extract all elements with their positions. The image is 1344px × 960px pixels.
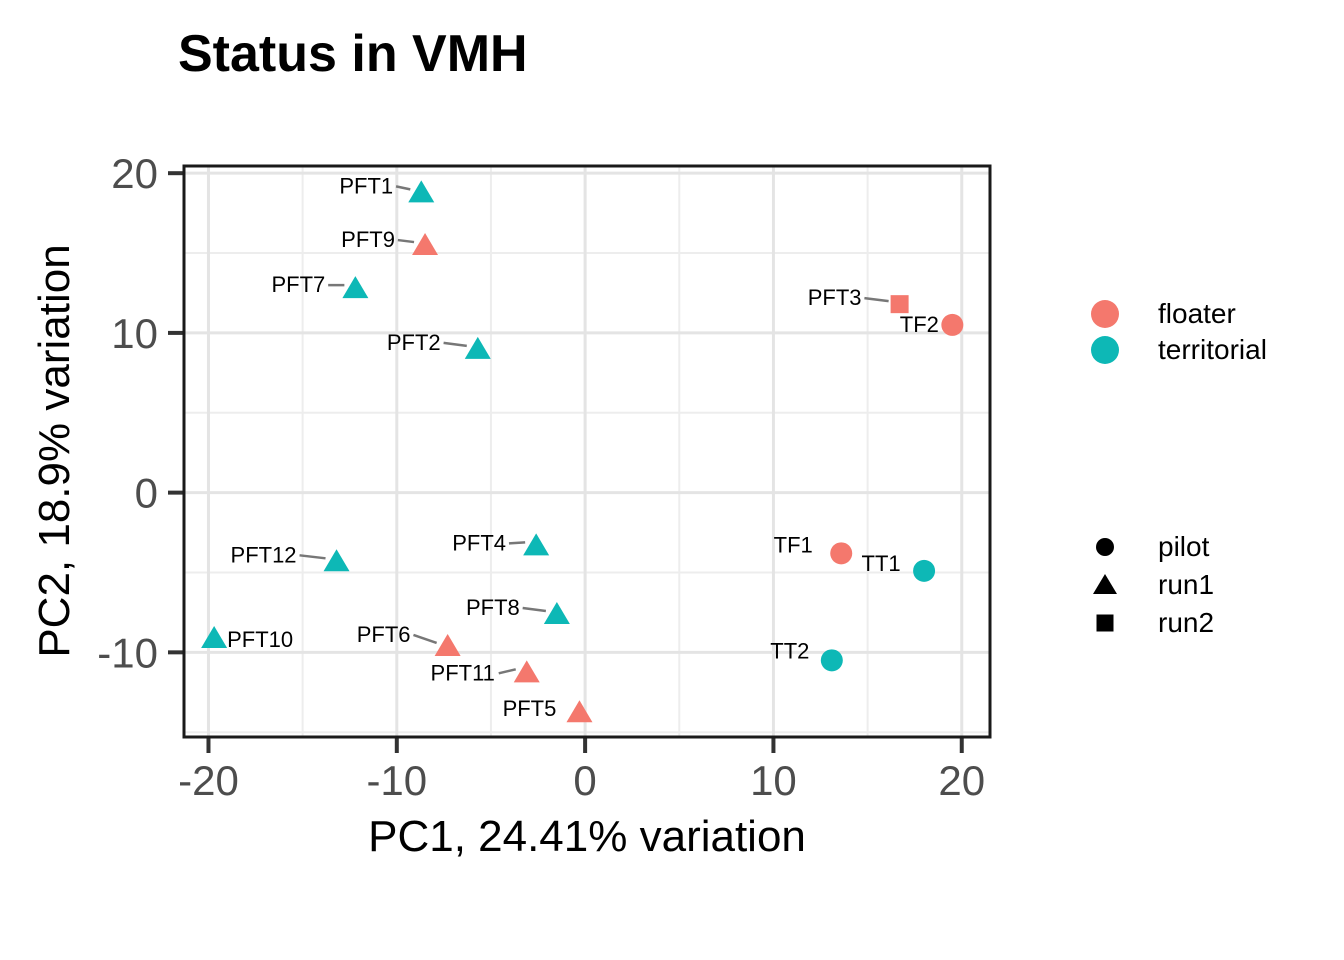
circle-swatch-icon bbox=[1091, 300, 1119, 328]
data-point-TF1 bbox=[830, 542, 853, 565]
point-label-PFT8: PFT8 bbox=[466, 595, 520, 620]
data-point-TT2 bbox=[820, 649, 843, 672]
label-leader-line bbox=[443, 341, 467, 348]
y-axis-title-text: PC2, 18.9% variation bbox=[30, 244, 79, 658]
color-legend-label: floater bbox=[1158, 298, 1236, 329]
label-leader-line bbox=[413, 633, 438, 645]
data-point-PFT5 bbox=[566, 700, 593, 723]
color-legend-label: territorial bbox=[1158, 334, 1267, 365]
label-leader-line bbox=[864, 296, 889, 303]
shape-legend-label: run2 bbox=[1158, 607, 1215, 638]
shape-legend-swatch bbox=[1091, 533, 1119, 561]
point-label-TF1: TF1 bbox=[774, 532, 813, 557]
y-tick-label: 0 bbox=[135, 470, 158, 517]
point-label-PFT11: PFT11 bbox=[431, 660, 495, 685]
shape-legend-entry-run1: run1 bbox=[1091, 566, 1214, 604]
data-point-TT1 bbox=[913, 559, 936, 582]
panel-border bbox=[182, 164, 992, 739]
x-tick-label: 0 bbox=[573, 757, 596, 804]
point-label-PFT9: PFT9 bbox=[341, 227, 395, 252]
triangle-swatch-shape bbox=[1093, 574, 1117, 594]
chart-title: Status in VMH bbox=[178, 25, 528, 83]
label-leader-line bbox=[508, 541, 526, 545]
point-label-TT2: TT2 bbox=[770, 638, 809, 663]
color-legend-swatch bbox=[1091, 300, 1119, 328]
point-label-PFT5: PFT5 bbox=[503, 696, 557, 721]
point-label-PFT7: PFT7 bbox=[271, 272, 325, 297]
shape-legend-entry-pilot: pilot bbox=[1091, 528, 1214, 566]
label-leader-line bbox=[395, 185, 411, 191]
shape-legend-swatch bbox=[1091, 609, 1119, 637]
data-point-PFT8 bbox=[543, 602, 570, 625]
data-point-PFT11 bbox=[513, 660, 540, 683]
y-tick-label: 20 bbox=[111, 150, 158, 197]
point-label-TF2: TF2 bbox=[900, 312, 939, 337]
circle-swatch-shape bbox=[1091, 336, 1119, 364]
color-legend-entry-floater: floater bbox=[1091, 296, 1267, 332]
x-tick-label: -20 bbox=[178, 757, 239, 804]
x-tick-label: 10 bbox=[750, 757, 797, 804]
data-point-PFT9 bbox=[412, 233, 439, 256]
x-axis-title: PC1, 24.41% variation bbox=[368, 812, 806, 861]
color-legend: floater territorial bbox=[1091, 296, 1267, 368]
label-leader-line bbox=[522, 606, 547, 613]
circle-swatch-shape bbox=[1091, 300, 1119, 328]
point-label-PFT10: PFT10 bbox=[227, 627, 293, 652]
point-label-PFT12: PFT12 bbox=[231, 542, 297, 567]
panel-background bbox=[184, 166, 990, 737]
shape-legend-label: run1 bbox=[1158, 569, 1215, 600]
data-point-PFT7 bbox=[342, 276, 369, 299]
label-leader-line bbox=[397, 238, 415, 244]
data-point-PFT2 bbox=[464, 336, 491, 359]
point-label-PFT3: PFT3 bbox=[808, 285, 862, 310]
square-swatch-icon bbox=[1096, 614, 1114, 632]
x-tick-label: -10 bbox=[366, 757, 427, 804]
color-legend-swatch bbox=[1091, 336, 1119, 364]
shape-legend: pilot run1 run2 bbox=[1091, 528, 1214, 642]
point-label-PFT2: PFT2 bbox=[387, 330, 441, 355]
data-point-PFT12 bbox=[323, 549, 350, 572]
shape-legend-label: pilot bbox=[1158, 531, 1210, 562]
x-tick-label: 20 bbox=[938, 757, 985, 804]
circle-swatch-icon bbox=[1091, 336, 1119, 364]
data-point-PFT1 bbox=[408, 180, 435, 203]
triangle-swatch-icon bbox=[1093, 574, 1117, 594]
data-point-PFT3 bbox=[890, 295, 909, 314]
shape-legend-entry-run2: run2 bbox=[1091, 604, 1214, 642]
shape-legend-swatch bbox=[1091, 571, 1119, 599]
data-point-TF2 bbox=[941, 313, 964, 336]
data-point-PFT10 bbox=[201, 625, 228, 648]
label-leader-line bbox=[299, 554, 326, 560]
y-tick-label: -10 bbox=[97, 629, 158, 676]
data-point-PFT6 bbox=[434, 633, 461, 656]
y-tick-label: 10 bbox=[111, 310, 158, 357]
color-legend-entry-territorial: territorial bbox=[1091, 332, 1267, 368]
point-label-PFT1: PFT1 bbox=[339, 173, 393, 198]
point-label-TT1: TT1 bbox=[862, 551, 901, 576]
square-swatch-shape bbox=[1096, 614, 1114, 632]
point-label-PFT6: PFT6 bbox=[357, 622, 411, 647]
circle-swatch-icon bbox=[1096, 538, 1114, 556]
label-leader-line bbox=[498, 668, 517, 675]
point-label-PFT4: PFT4 bbox=[452, 530, 506, 555]
data-point-PFT4 bbox=[523, 533, 550, 556]
circle-swatch-shape bbox=[1096, 538, 1114, 556]
